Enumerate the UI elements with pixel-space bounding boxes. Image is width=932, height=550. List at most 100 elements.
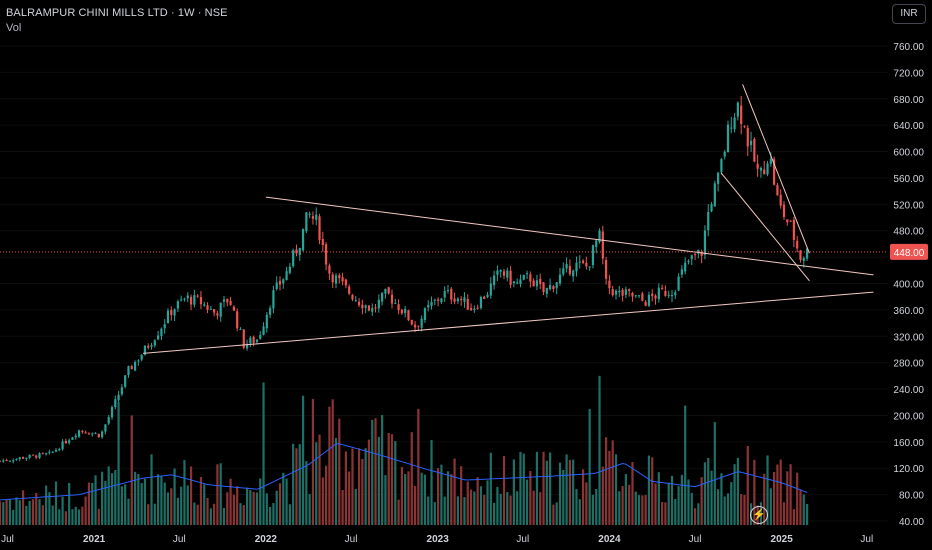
- volume-bar: [595, 489, 598, 525]
- candle-body: [173, 309, 176, 316]
- candle-body: [522, 275, 525, 280]
- volume-bar: [48, 492, 51, 525]
- volume-bar: [77, 509, 81, 525]
- volume-bar: [766, 455, 769, 525]
- trendline[interactable]: [143, 291, 874, 354]
- candle-body: [611, 289, 614, 296]
- volume-bar: [120, 486, 123, 525]
- volume-bar: [387, 432, 390, 525]
- candle-body: [779, 194, 782, 206]
- volume-bar: [127, 498, 130, 525]
- candle-body: [595, 240, 598, 247]
- volume-bar: [730, 482, 733, 525]
- time-tick-label: Jul: [860, 534, 873, 545]
- trendlines[interactable]: [143, 84, 874, 354]
- candle-body: [245, 343, 249, 349]
- volume-bar: [539, 492, 542, 525]
- candle-body: [114, 399, 117, 407]
- volume-bar: [173, 468, 176, 525]
- volume-bar: [229, 478, 232, 525]
- candle-body: [295, 249, 298, 254]
- chart-grid: [0, 45, 888, 522]
- price-tick-label: 600.00: [893, 148, 924, 159]
- volume-bar: [305, 461, 308, 525]
- candle-body: [525, 273, 529, 275]
- volume-bar: [404, 474, 407, 525]
- candle-body: [236, 311, 239, 329]
- time-tick-label: 2022: [255, 534, 278, 545]
- volume-bar: [486, 480, 489, 525]
- candle-body: [143, 345, 147, 355]
- volume-bar: [614, 454, 618, 525]
- candle-body: [193, 295, 196, 305]
- candle-body: [25, 457, 28, 459]
- symbol-title[interactable]: BALRAMPUR CHINI MILLS LTD · 1W · NSE: [6, 7, 228, 19]
- price-tick-label: 200.00: [893, 411, 924, 422]
- volume-bar: [186, 485, 189, 525]
- volume-bar: [726, 493, 730, 525]
- volume-bar: [166, 492, 170, 525]
- candle-body: [496, 270, 499, 275]
- volume-bar: [746, 446, 749, 525]
- volume-bar: [769, 488, 772, 525]
- candle-body: [107, 417, 110, 424]
- candle-body: [799, 250, 802, 260]
- volume-bar: [460, 466, 463, 525]
- candle-body: [206, 305, 209, 310]
- volume-bar: [664, 502, 667, 525]
- volume-bar: [733, 464, 736, 525]
- volume-bar: [637, 495, 641, 525]
- candle-body: [58, 449, 61, 451]
- time-axis[interactable]: Jul 2021 Jul 2022 Jul 2023 Jul 2024 Jul 2025 Jul: [1, 534, 873, 545]
- candle-body: [338, 275, 341, 279]
- lightning-icon[interactable]: ⚡: [750, 506, 768, 524]
- price-axis[interactable]: 760.00 720.00 680.00 640.00 600.00 560.00 520.…: [893, 42, 924, 528]
- candle-body: [180, 299, 183, 301]
- volume-bar: [493, 502, 496, 525]
- candle-body: [786, 219, 789, 223]
- volume-bar: [483, 494, 486, 525]
- volume-bar: [374, 418, 377, 525]
- candle-body: [219, 302, 222, 317]
- volume-bar: [782, 502, 786, 525]
- candle-body: [443, 290, 446, 298]
- volume-bar: [598, 375, 601, 525]
- price-tick-label: 280.00: [893, 359, 924, 370]
- volume-indicator-label[interactable]: Vol: [6, 22, 22, 34]
- candle-body: [203, 304, 206, 306]
- volume-bar: [532, 490, 535, 525]
- trendline[interactable]: [720, 172, 810, 282]
- volume-bar: [529, 470, 532, 525]
- volume-bar: [466, 481, 469, 525]
- volume-bar: [117, 402, 120, 525]
- candle-body: [654, 295, 657, 299]
- trendline[interactable]: [742, 84, 810, 254]
- volume-bar: [133, 471, 137, 525]
- candle-body: [555, 282, 558, 289]
- candle-body: [417, 325, 420, 327]
- volume-bar: [226, 492, 229, 525]
- candle-body: [581, 260, 585, 264]
- volume-bar: [720, 473, 723, 525]
- time-tick-label: Jul: [173, 534, 186, 545]
- candle-body: [354, 300, 357, 302]
- volume-bar: [469, 489, 473, 525]
- currency-button[interactable]: INR: [892, 4, 926, 24]
- trendline[interactable]: [265, 196, 874, 276]
- price-tick-label: 480.00: [893, 227, 924, 238]
- candle-body: [608, 280, 611, 289]
- volume-bar: [242, 505, 245, 525]
- candle-body: [720, 159, 723, 172]
- time-tick-label: Jul: [516, 534, 529, 545]
- volume-bar: [318, 434, 321, 525]
- volume-bar: [255, 492, 259, 525]
- volume-bar: [262, 382, 265, 525]
- candle-body: [782, 204, 786, 218]
- candle-body: [687, 261, 690, 263]
- candle-body: [400, 309, 403, 314]
- volume-bar: [259, 478, 262, 525]
- candle-body: [420, 318, 423, 328]
- volume-bar: [575, 489, 578, 525]
- volume-bar: [104, 480, 107, 525]
